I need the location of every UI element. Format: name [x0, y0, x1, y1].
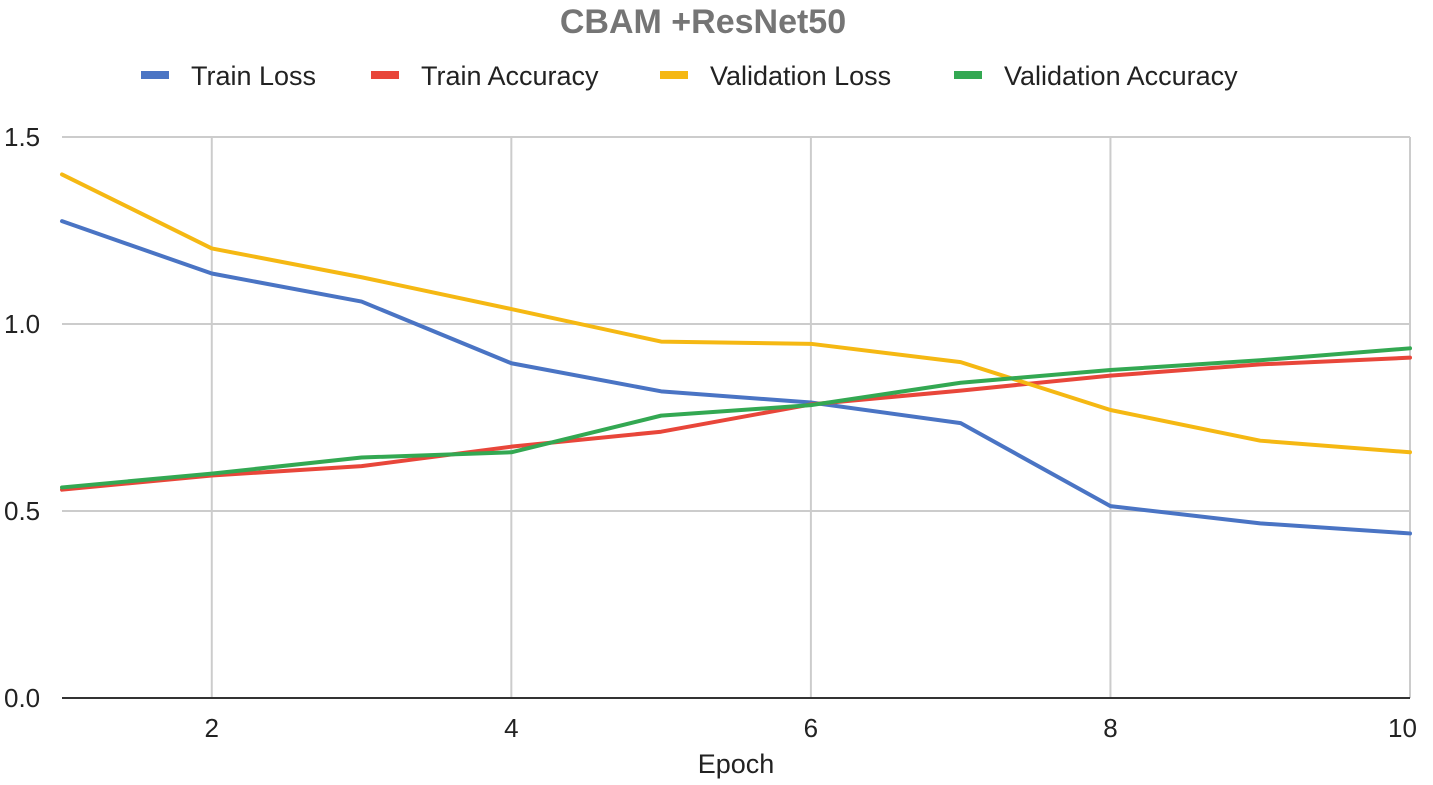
- x-tick-label: 4: [504, 713, 518, 743]
- x-tick-label: 2: [205, 713, 219, 743]
- y-tick-label: 1.5: [4, 122, 40, 152]
- legend-label-train-accuracy: Train Accuracy: [421, 61, 599, 91]
- x-tick-label: 8: [1103, 713, 1117, 743]
- y-axis-ticks: 0.0 0.5 1.0 1.5: [4, 122, 40, 713]
- legend-label-train-loss: Train Loss: [191, 61, 316, 91]
- series-line-validation-accuracy: [60, 346, 1412, 490]
- series-line-train-accuracy: [60, 355, 1412, 492]
- x-tick-label: 6: [804, 713, 818, 743]
- x-axis-label: Epoch: [698, 749, 775, 779]
- legend: Train Loss Train Accuracy Validation Loss V…: [141, 61, 1238, 91]
- grid: [62, 136, 1411, 698]
- x-axis-ticks: 2 4 6 8 10: [205, 713, 1417, 743]
- y-tick-label: 0.5: [4, 496, 40, 526]
- y-tick-label: 1.0: [4, 309, 40, 339]
- series-group: [60, 172, 1412, 536]
- x-tick-label: 10: [1388, 713, 1417, 743]
- series-line-train-loss: [60, 219, 1412, 536]
- legend-label-validation-loss: Validation Loss: [710, 61, 891, 91]
- y-tick-label: 0.0: [4, 683, 40, 713]
- legend-label-validation-accuracy: Validation Accuracy: [1004, 61, 1238, 91]
- series-line-validation-loss: [60, 172, 1412, 455]
- chart-title: CBAM +ResNet50: [560, 3, 846, 41]
